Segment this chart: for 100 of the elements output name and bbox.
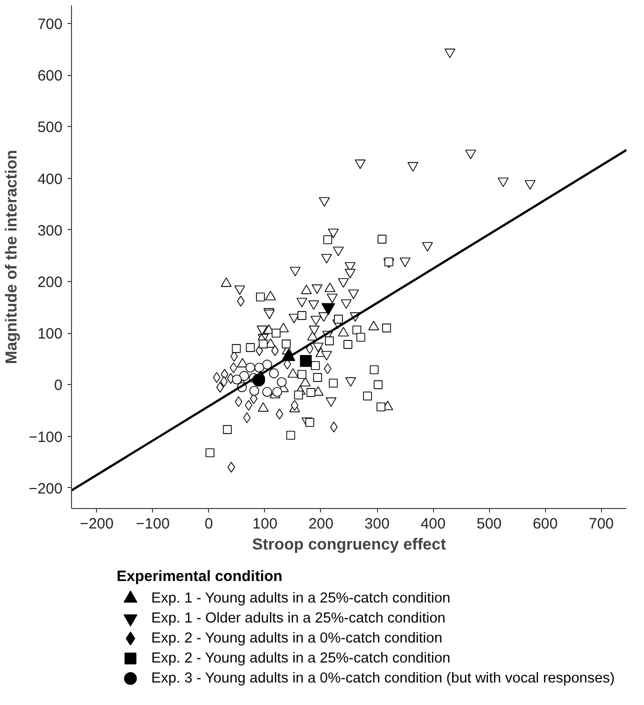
point bbox=[212, 372, 220, 383]
point bbox=[268, 368, 279, 378]
point bbox=[290, 266, 301, 276]
point bbox=[245, 362, 256, 373]
point bbox=[374, 380, 383, 390]
point bbox=[308, 326, 320, 336]
y-tick-label: 600 bbox=[37, 68, 63, 85]
point bbox=[296, 298, 308, 308]
point bbox=[276, 408, 284, 420]
point bbox=[256, 292, 265, 302]
point bbox=[306, 388, 316, 397]
point bbox=[334, 314, 343, 324]
point bbox=[308, 300, 320, 310]
point bbox=[324, 336, 334, 346]
y-tick-label: 0 bbox=[54, 377, 62, 394]
x-tick-label: −100 bbox=[136, 516, 170, 532]
legend-label: Exp. 2 - Young adults in a 0%-catch condition bbox=[151, 630, 442, 646]
point bbox=[249, 386, 260, 396]
point bbox=[305, 418, 314, 427]
point bbox=[321, 350, 332, 360]
y-tick-label: 300 bbox=[37, 222, 63, 240]
point bbox=[370, 365, 379, 374]
point bbox=[444, 48, 456, 58]
point bbox=[363, 392, 372, 400]
point bbox=[408, 162, 418, 172]
point bbox=[312, 342, 324, 352]
point bbox=[328, 228, 339, 238]
y-tick-label: 700 bbox=[37, 16, 63, 34]
point bbox=[310, 361, 320, 370]
legend-label: Exp. 2 - Young adults in a 25%-catch condition bbox=[151, 650, 450, 666]
legend-label: Exp. 1 - Older adults in a 25%-catch condition bbox=[151, 610, 446, 626]
point bbox=[422, 242, 433, 252]
point bbox=[330, 422, 338, 432]
point bbox=[376, 402, 386, 412]
point bbox=[246, 343, 255, 352]
x-tick-label: 100 bbox=[252, 516, 278, 532]
y-tick-label: −100 bbox=[28, 428, 63, 446]
point bbox=[378, 234, 386, 244]
y-tick-label: −200 bbox=[28, 480, 63, 498]
point bbox=[232, 374, 242, 384]
point bbox=[252, 374, 266, 386]
point bbox=[288, 368, 298, 378]
legend-label: Exp. 1 - Young adults in a 25%-catch condition bbox=[151, 590, 450, 606]
point bbox=[318, 197, 330, 207]
legend-label: Exp. 3 - Young adults in a 0%-catch condition (but with vocal responses) bbox=[151, 670, 615, 686]
point bbox=[352, 326, 362, 334]
point bbox=[318, 312, 330, 322]
point bbox=[239, 371, 250, 381]
point bbox=[262, 387, 272, 397]
point bbox=[340, 299, 352, 309]
point bbox=[321, 303, 336, 316]
point bbox=[498, 178, 509, 188]
x-axis-title: Stroop congruency effect bbox=[252, 536, 447, 554]
point bbox=[332, 246, 344, 256]
point bbox=[354, 160, 366, 170]
point bbox=[524, 180, 536, 190]
x-tick-label: 600 bbox=[532, 516, 558, 532]
point bbox=[343, 340, 352, 349]
point bbox=[272, 328, 281, 338]
point bbox=[326, 294, 338, 304]
point bbox=[310, 316, 322, 326]
point bbox=[400, 258, 410, 268]
x-tick-label: 200 bbox=[308, 516, 334, 532]
x-tick-label: 500 bbox=[476, 516, 502, 532]
point bbox=[298, 311, 306, 320]
point bbox=[294, 390, 303, 400]
point bbox=[272, 387, 282, 397]
point bbox=[313, 373, 322, 382]
point bbox=[298, 370, 306, 379]
point bbox=[258, 340, 268, 348]
x-tick-label: 400 bbox=[420, 516, 446, 532]
point bbox=[206, 448, 214, 458]
point bbox=[348, 290, 359, 300]
point bbox=[256, 326, 268, 336]
point bbox=[254, 362, 264, 373]
y-tick-label: 100 bbox=[37, 326, 63, 343]
point bbox=[345, 377, 356, 387]
y-tick-label: 400 bbox=[37, 170, 63, 188]
y-axis-title: Magnitude of the interaction bbox=[4, 150, 21, 364]
point bbox=[286, 430, 296, 440]
x-tick-label: 300 bbox=[364, 516, 390, 532]
point bbox=[222, 425, 232, 434]
y-tick-label: 200 bbox=[37, 274, 63, 292]
point bbox=[356, 332, 366, 342]
point bbox=[338, 278, 349, 288]
legend-title: Experimental condition bbox=[116, 568, 282, 585]
point bbox=[382, 324, 391, 332]
point bbox=[232, 344, 241, 353]
point bbox=[276, 377, 287, 387]
point bbox=[344, 268, 356, 278]
point bbox=[328, 378, 338, 388]
point bbox=[282, 340, 291, 348]
point bbox=[220, 376, 228, 387]
point bbox=[234, 285, 246, 295]
point bbox=[465, 150, 476, 160]
point bbox=[321, 254, 332, 264]
point bbox=[258, 402, 269, 412]
point bbox=[312, 284, 322, 294]
point bbox=[326, 397, 336, 407]
x-tick-label: 0 bbox=[204, 516, 214, 532]
